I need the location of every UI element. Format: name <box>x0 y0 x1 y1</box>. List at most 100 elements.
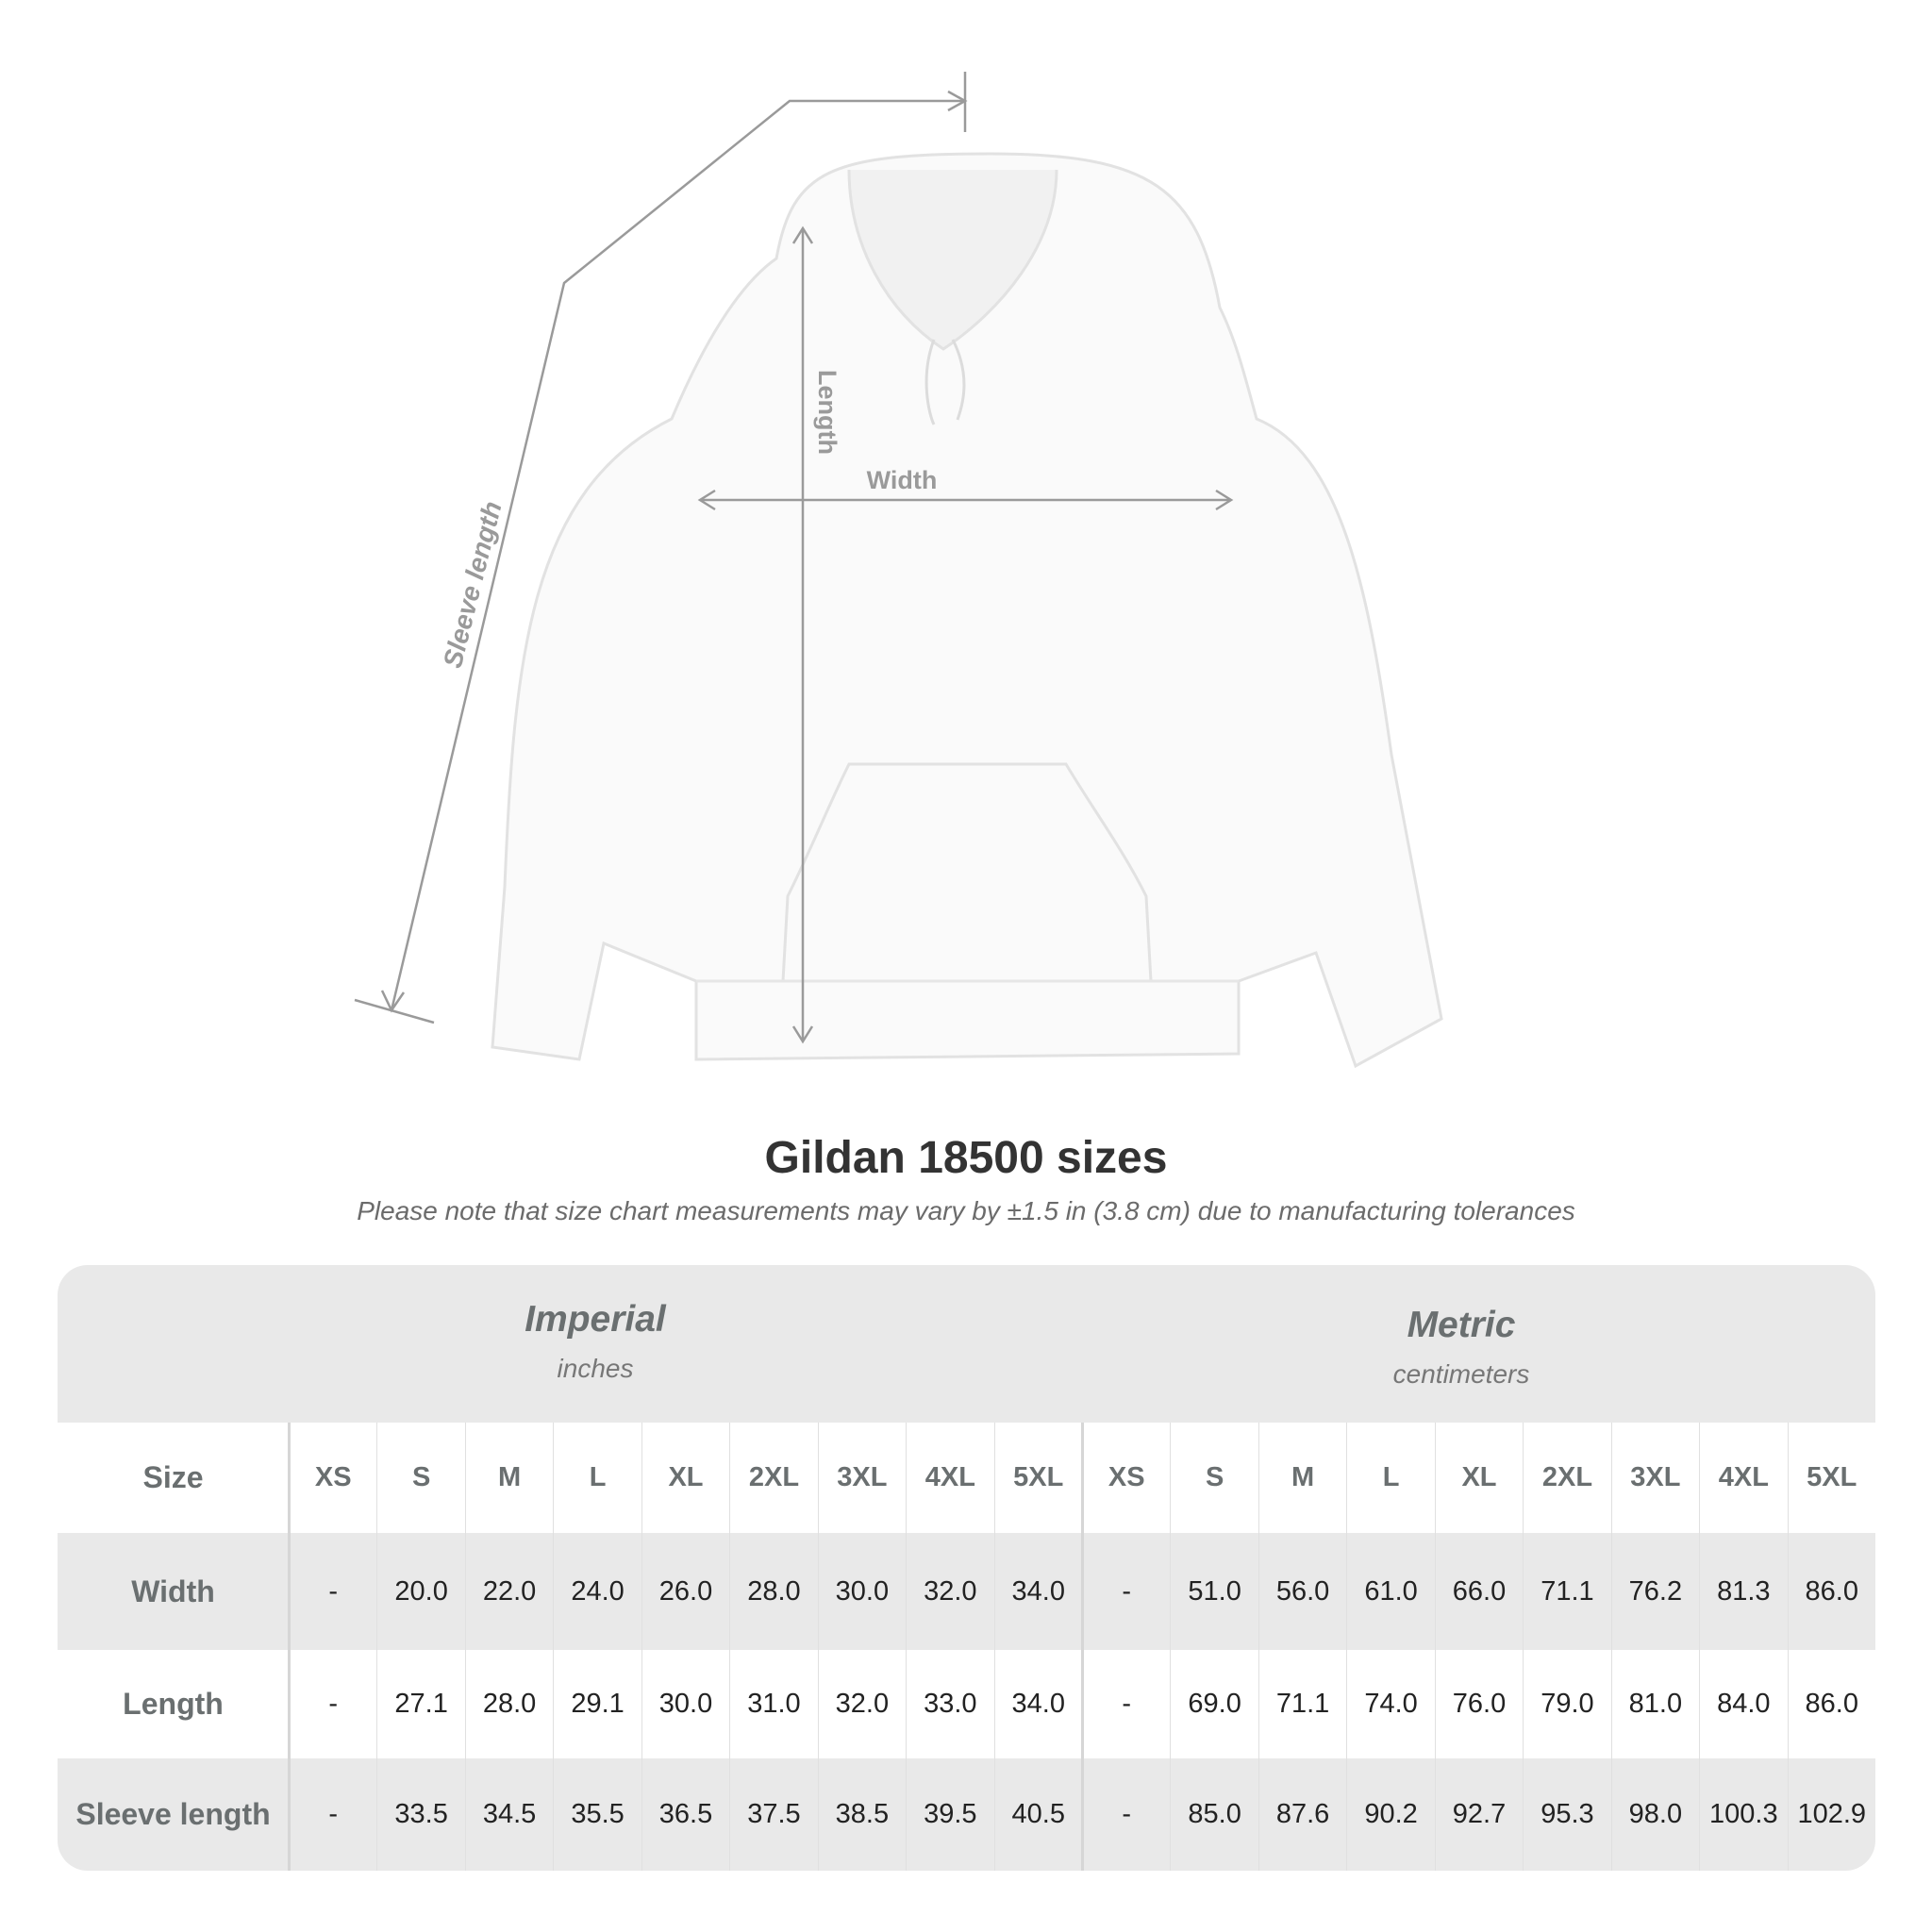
metric-value-cell: 61.0 <box>1346 1533 1434 1650</box>
size-header-row: Size XS XS S S M M L L XL XL 2XL 2XL 3XL 3XL 4XL 4XL 5XL 5… <box>58 1423 1875 1533</box>
metric-value-cell: 81.3 <box>1699 1533 1787 1650</box>
metric-size-header: S <box>1170 1423 1257 1533</box>
unit-header-band <box>58 1265 1875 1423</box>
imperial-value-cell: 32.0 <box>817 1650 906 1758</box>
imperial-value-cell: 37.5 <box>729 1758 817 1871</box>
sleeve-length-label: Sleeve length <box>438 498 508 671</box>
imperial-value-cell: 33.0 <box>906 1650 993 1758</box>
width-measure-arrow <box>697 489 1234 511</box>
imperial-size-header: 5XL <box>993 1423 1082 1533</box>
metric-value-cell: 81.0 <box>1610 1650 1699 1758</box>
width-label: Width <box>867 466 938 494</box>
row-label: Width <box>131 1574 215 1608</box>
metric-value-cell: 51.0 <box>1170 1533 1257 1650</box>
metric-value-cell: 86.0 <box>1787 1533 1875 1650</box>
imperial-value-cell: 34.5 <box>464 1758 553 1871</box>
metric-value-cell: - <box>1082 1758 1170 1871</box>
imperial-value-cell: 33.5 <box>376 1758 464 1871</box>
imperial-value-cell: 40.5 <box>993 1758 1082 1871</box>
imperial-size-header: L <box>553 1423 641 1533</box>
imperial-value-cell: 22.0 <box>464 1533 553 1650</box>
imperial-value-cell: 34.0 <box>993 1533 1082 1650</box>
metric-value-cell: 85.0 <box>1170 1758 1257 1871</box>
metric-size-header: 5XL <box>1787 1423 1875 1533</box>
length-measure-arrow <box>791 225 814 1044</box>
imperial-value-cell: 28.0 <box>464 1650 553 1758</box>
imperial-value-cell: 34.0 <box>993 1650 1082 1758</box>
metric-value-cell: 74.0 <box>1346 1650 1434 1758</box>
column-group-divider <box>1081 1423 1084 1871</box>
imperial-header: Imperial inches <box>312 1299 878 1384</box>
metric-value-cell: 79.0 <box>1523 1650 1610 1758</box>
imperial-value-cell: 31.0 <box>729 1650 817 1758</box>
metric-value-cell: 87.6 <box>1257 1758 1346 1871</box>
imperial-value-cell: 24.0 <box>553 1533 641 1650</box>
metric-header: Metric centimeters <box>1178 1305 1744 1390</box>
metric-value-cell: 76.0 <box>1434 1650 1523 1758</box>
metric-value-cell: 86.0 <box>1787 1650 1875 1758</box>
metric-value-cell: 71.1 <box>1523 1533 1610 1650</box>
metric-value-cell: 95.3 <box>1523 1758 1610 1871</box>
imperial-value-cell: 39.5 <box>906 1758 993 1871</box>
imperial-value-cell: - <box>289 1533 376 1650</box>
imperial-size-header: 2XL <box>729 1423 817 1533</box>
hoodie-measurement-diagram: Length Width Sleeve length <box>354 72 1443 1069</box>
metric-size-header: XS <box>1082 1423 1170 1533</box>
sleeve-length-measure-line <box>354 72 968 1024</box>
imperial-size-header: S <box>376 1423 464 1533</box>
metric-value-cell: 102.9 <box>1787 1758 1875 1871</box>
metric-value-cell: 69.0 <box>1170 1650 1257 1758</box>
imperial-value-cell: 38.5 <box>817 1758 906 1871</box>
length-label: Length <box>813 370 841 455</box>
imperial-size-header: 4XL <box>906 1423 993 1533</box>
metric-size-header: 4XL <box>1699 1423 1787 1533</box>
imperial-value-cell: 32.0 <box>906 1533 993 1650</box>
imperial-value-cell: 30.0 <box>641 1650 729 1758</box>
imperial-value-cell: - <box>289 1650 376 1758</box>
metric-value-cell: 76.2 <box>1610 1533 1699 1650</box>
page-title: Gildan 18500 sizes <box>764 1133 1168 1183</box>
imperial-value-cell: 30.0 <box>817 1533 906 1650</box>
measurement-row: Length -27.1 28.0 29.1 30.0 31.0 32.0 33.0 34.0-… <box>58 1650 1875 1758</box>
size-row-label: Size <box>142 1460 204 1494</box>
imperial-value-cell: 20.0 <box>376 1533 464 1650</box>
imperial-size-header: XS <box>289 1423 376 1533</box>
metric-value-cell: 98.0 <box>1610 1758 1699 1871</box>
imperial-value-cell: 28.0 <box>729 1533 817 1650</box>
row-label: Sleeve length <box>75 1797 271 1831</box>
size-table: Imperial inches Metric centimeters Size X… <box>58 1265 1875 1871</box>
imperial-value-cell: 27.1 <box>376 1650 464 1758</box>
metric-size-header: XL <box>1434 1423 1523 1533</box>
metric-value-cell: 92.7 <box>1434 1758 1523 1871</box>
measurement-row: Width -20.0 22.0 24.0 26.0 28.0 30.0 32.0 34.0-5… <box>58 1533 1875 1650</box>
imperial-value-cell: 35.5 <box>553 1758 641 1871</box>
imperial-unit: inches <box>557 1354 634 1383</box>
measurement-row: Sleeve length -33.5 34.5 35.5 36.5 37.5 38.5 39… <box>58 1758 1875 1871</box>
imperial-size-header: XL <box>641 1423 729 1533</box>
imperial-value-cell: 29.1 <box>553 1650 641 1758</box>
metric-size-header: M <box>1257 1423 1346 1533</box>
metric-value-cell: 90.2 <box>1346 1758 1434 1871</box>
metric-value-cell: 84.0 <box>1699 1650 1787 1758</box>
row-label: Length <box>123 1687 224 1721</box>
metric-size-header: 3XL <box>1610 1423 1699 1533</box>
metric-value-cell: 66.0 <box>1434 1533 1523 1650</box>
metric-value-cell: 56.0 <box>1257 1533 1346 1650</box>
imperial-value-cell: 36.5 <box>641 1758 729 1871</box>
metric-title: Metric <box>1407 1305 1516 1345</box>
metric-value-cell: - <box>1082 1533 1170 1650</box>
tolerance-note: Please note that size chart measurements… <box>357 1196 1575 1225</box>
column-group-divider <box>288 1423 291 1871</box>
metric-value-cell: 71.1 <box>1257 1650 1346 1758</box>
imperial-size-header: M <box>464 1423 553 1533</box>
metric-size-header: 2XL <box>1523 1423 1610 1533</box>
imperial-title: Imperial <box>525 1299 666 1340</box>
hoodie-image <box>491 152 1443 1069</box>
metric-unit: centimeters <box>1392 1359 1530 1389</box>
imperial-size-header: 3XL <box>817 1423 906 1533</box>
metric-size-header: L <box>1346 1423 1434 1533</box>
imperial-value-cell: 26.0 <box>641 1533 729 1650</box>
metric-value-cell: - <box>1082 1650 1170 1758</box>
imperial-value-cell: - <box>289 1758 376 1871</box>
metric-value-cell: 100.3 <box>1699 1758 1787 1871</box>
